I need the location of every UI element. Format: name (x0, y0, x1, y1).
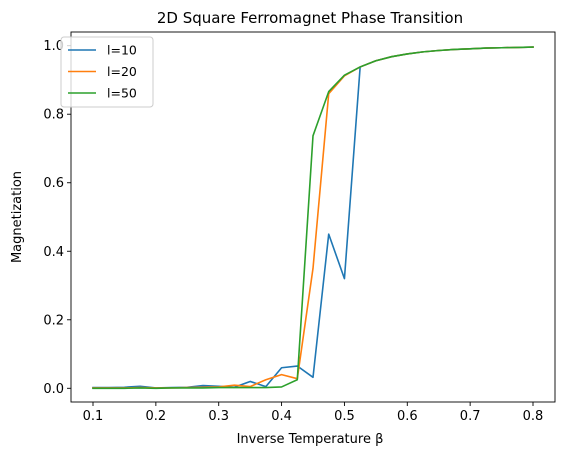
series-line-l-50 (92, 46, 534, 390)
y-tick-label: 0.2 (43, 313, 64, 328)
y-tick-label: 1.0 (43, 39, 64, 54)
x-axis: 0.1 0.2 0.3 0.4 0.5 0.6 0.7 0.8 (83, 402, 544, 424)
legend-box (60, 36, 154, 108)
legend-label: l=20 (107, 64, 137, 79)
x-tick-label: 0.4 (271, 409, 292, 424)
plot-frame (70, 31, 556, 403)
y-tick-label: 0.6 (43, 176, 64, 191)
x-tick-label: 0.7 (460, 409, 481, 424)
x-tick-label: 0.1 (83, 409, 104, 424)
y-tick-label: 0.4 (43, 245, 64, 260)
x-tick-label: 0.3 (208, 409, 229, 424)
legend: l=10 l=20 l=50 (60, 36, 154, 108)
y-tick-label: 0.0 (43, 382, 64, 397)
x-axis-label: Inverse Temperature β (237, 432, 384, 447)
x-tick-label: 0.8 (523, 409, 544, 424)
x-tick-label: 0.5 (334, 409, 355, 424)
y-tick-label: 0.8 (43, 108, 64, 123)
x-tick-label: 0.6 (397, 409, 418, 424)
y-axis: 0.0 0.2 0.4 0.6 0.8 1.0 (43, 39, 71, 397)
chart-title: 2D Square Ferromagnet Phase Transition (157, 9, 463, 27)
legend-label: l=50 (107, 86, 137, 101)
series-layer (92, 46, 534, 390)
y-axis-label: Magnetization (10, 171, 25, 263)
x-tick-label: 0.2 (146, 409, 167, 424)
legend-label: l=10 (107, 43, 137, 58)
